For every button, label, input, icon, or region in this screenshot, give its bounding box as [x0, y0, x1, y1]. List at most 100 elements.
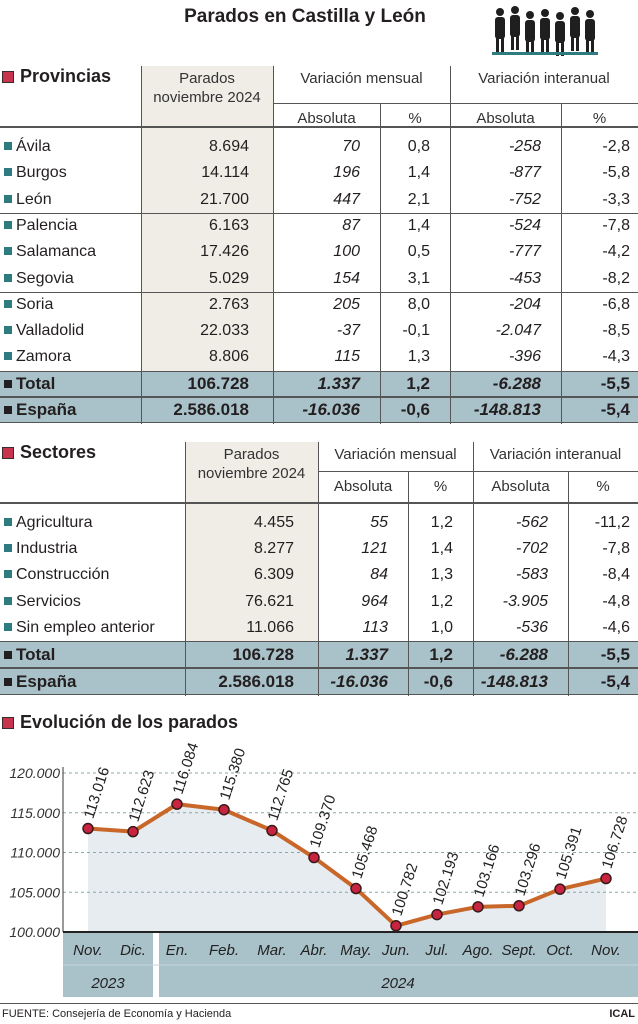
row-label: España [4, 397, 76, 423]
evolution-line-chart: 100.000 105.000 110.000 115.000 120.000 113.0… [9, 741, 638, 997]
cell-i-abs: -752 [508, 190, 541, 208]
square-bullet-icon [4, 326, 12, 335]
cell-i-abs: -877 [508, 164, 541, 182]
cell-i-pct: -3,3 [602, 190, 630, 208]
square-bullet-icon [4, 168, 12, 177]
cell-parados: 8.277 [253, 540, 294, 558]
header-parados: Parados [223, 446, 280, 463]
data-label: 103.166 [471, 842, 504, 899]
data-point [308, 851, 320, 864]
header-parados: Parados [179, 70, 235, 87]
cell-parados: 6.309 [253, 566, 294, 584]
cell-parados: 22.033 [200, 322, 249, 340]
header-interanual-pct: % [592, 110, 607, 127]
column-divider [185, 442, 186, 696]
header-interanual-absoluta: Absoluta [491, 478, 550, 495]
total-band [0, 397, 638, 423]
cell-m-abs: 121 [361, 540, 388, 558]
x-tick-label: Sept. [501, 942, 536, 959]
footer-divider [0, 1003, 638, 1004]
y-tick-label: 115.000 [10, 805, 60, 821]
data-label: 103.296 [512, 841, 545, 898]
cell-i-abs: -524 [508, 216, 541, 234]
header-interanual-absoluta: Absoluta [476, 110, 535, 127]
column-divider [408, 471, 409, 696]
cell-m-abs: 113 [362, 618, 388, 636]
cell-parados: 8.694 [208, 138, 249, 155]
square-bullet-icon [4, 352, 12, 361]
cell-i-abs: -562 [515, 514, 548, 531]
data-label: 112.623 [126, 768, 159, 824]
cell-i-abs: -777 [508, 243, 541, 261]
square-bullet-icon [4, 518, 12, 526]
data-label: 102.193 [430, 850, 463, 907]
section-marker-icon [2, 70, 14, 83]
data-point [431, 908, 443, 921]
cell-i-abs: -148.813 [480, 671, 548, 691]
cell-m-abs: 447 [333, 190, 360, 208]
cell-parados: 106.728 [187, 374, 249, 393]
cell-i-abs: -6.288 [492, 374, 541, 393]
row-label: Agricultura [4, 510, 92, 536]
row-name: Agricultura [16, 514, 93, 531]
provincias-section-title: Provincias [2, 66, 111, 87]
row-label: Burgos [4, 160, 67, 186]
y-tick-label: 105.000 [9, 884, 60, 900]
chart-section-title: Evolución de los parados [2, 712, 238, 733]
cell-i-pct: -4,2 [602, 243, 630, 261]
data-point [350, 882, 362, 895]
section-marker-icon [2, 716, 14, 729]
x-tick-label: Jul. [424, 942, 448, 959]
cell-m-abs: -16.036 [330, 671, 388, 691]
column-divider [568, 471, 569, 696]
data-label: 116.084 [170, 741, 203, 797]
row-name: Total [16, 644, 56, 664]
divider [0, 213, 638, 214]
cell-m-pct: 1,2 [429, 644, 453, 664]
cell-m-abs: 154 [333, 269, 360, 287]
cell-parados: 2.586.018 [173, 400, 249, 419]
column-divider [380, 103, 381, 424]
data-point [266, 824, 278, 837]
column-divider [318, 442, 319, 696]
x-tick-label: Jun. [381, 942, 410, 959]
cell-m-pct: 1,2 [406, 374, 430, 393]
row-name: León [16, 190, 52, 208]
cell-i-pct: -5,5 [600, 374, 630, 393]
chart-title: Evolución de los parados [20, 712, 239, 732]
header-mensual-pct: % [433, 478, 448, 495]
cell-i-abs: -258 [508, 138, 541, 155]
cell-i-abs: -6.288 [499, 644, 548, 664]
cell-i-pct: -4,6 [602, 618, 630, 636]
cell-i-abs: -3.905 [502, 592, 548, 610]
highlight-column [141, 66, 273, 371]
data-point [171, 798, 183, 810]
column-divider [273, 66, 274, 424]
y-tick-label: 120.000 [9, 765, 60, 781]
data-label: 109.370 [307, 793, 340, 850]
x-tick-label: Feb. [209, 942, 239, 959]
cell-m-abs: 84 [370, 566, 388, 584]
data-label: 113.016 [81, 765, 114, 821]
row-name: Burgos [16, 164, 67, 182]
data-point [472, 901, 484, 913]
total-band [0, 371, 638, 397]
cell-i-pct: -4,8 [602, 592, 630, 610]
row-label: Industria [4, 536, 77, 562]
square-bullet-icon [4, 142, 12, 150]
cell-m-abs: 55 [370, 514, 388, 531]
data-point [390, 920, 402, 932]
cell-parados: 2.763 [208, 295, 249, 313]
cell-parados: 2.586.018 [218, 671, 294, 691]
cell-i-pct: -2,8 [602, 138, 630, 155]
header-interanual-pct: % [596, 478, 610, 495]
square-bullet-icon [4, 650, 12, 659]
row-name: Palencia [16, 216, 78, 234]
cell-i-abs: -536 [515, 618, 548, 636]
row-name: Zamora [16, 348, 72, 366]
row-name: Industria [16, 540, 78, 558]
row-label: Total [4, 371, 55, 397]
y-tick-label: 100.000 [9, 924, 60, 940]
total-band [0, 668, 638, 695]
cell-m-abs: 196 [333, 164, 360, 182]
